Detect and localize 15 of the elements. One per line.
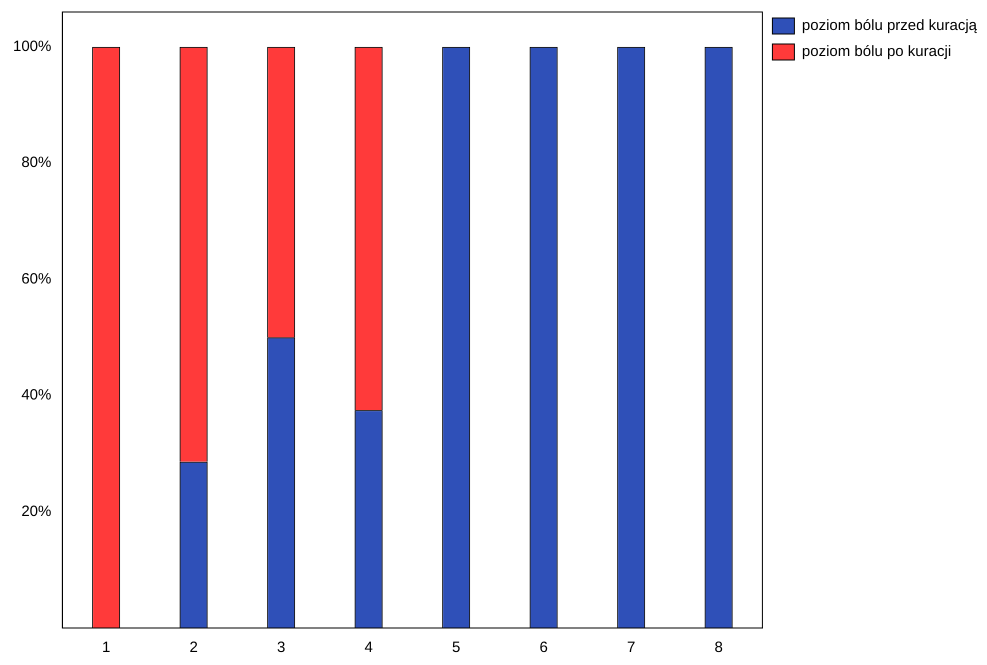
x-tick-label: 5 [452, 639, 460, 656]
y-tick-label: 20% [21, 502, 52, 520]
x-tick-label: 2 [189, 639, 198, 656]
y-tick-label: 60% [21, 270, 52, 288]
y-tick-label: 100% [12, 38, 52, 56]
x-tick-label: 4 [364, 639, 373, 656]
legend-label: poziom bólu po kuracji [802, 43, 952, 60]
x-tick-label: 1 [102, 639, 110, 656]
y-tick-label: 80% [21, 154, 52, 172]
x-tick-label: 6 [539, 639, 548, 656]
x-tick-label: 7 [626, 639, 636, 656]
x-tick-label: 8 [714, 639, 723, 656]
legend-label: poziom bólu przed kuracją [802, 17, 978, 34]
x-tick-label: 3 [276, 639, 286, 656]
y-tick-label: 40% [21, 386, 52, 404]
